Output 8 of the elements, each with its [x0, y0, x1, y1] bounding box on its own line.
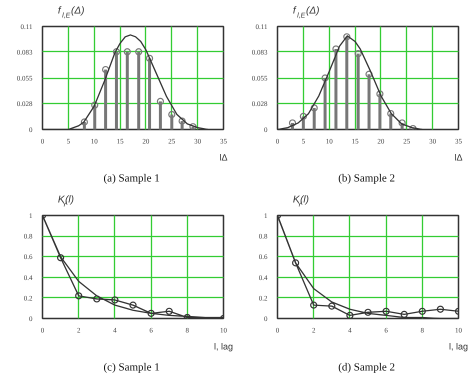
x-axis-title: l, lag [214, 342, 234, 352]
text: (d) Sample 2 [338, 362, 396, 374]
x-axis-title: l, lag [448, 342, 468, 352]
text: (b) Sample 2 [338, 172, 396, 184]
text: (a) Sample 1 [104, 172, 160, 184]
text: (c) Sample 1 [104, 362, 160, 374]
x-axis-title: lΔ [454, 152, 463, 162]
x-axis-title: lΔ [219, 152, 228, 162]
